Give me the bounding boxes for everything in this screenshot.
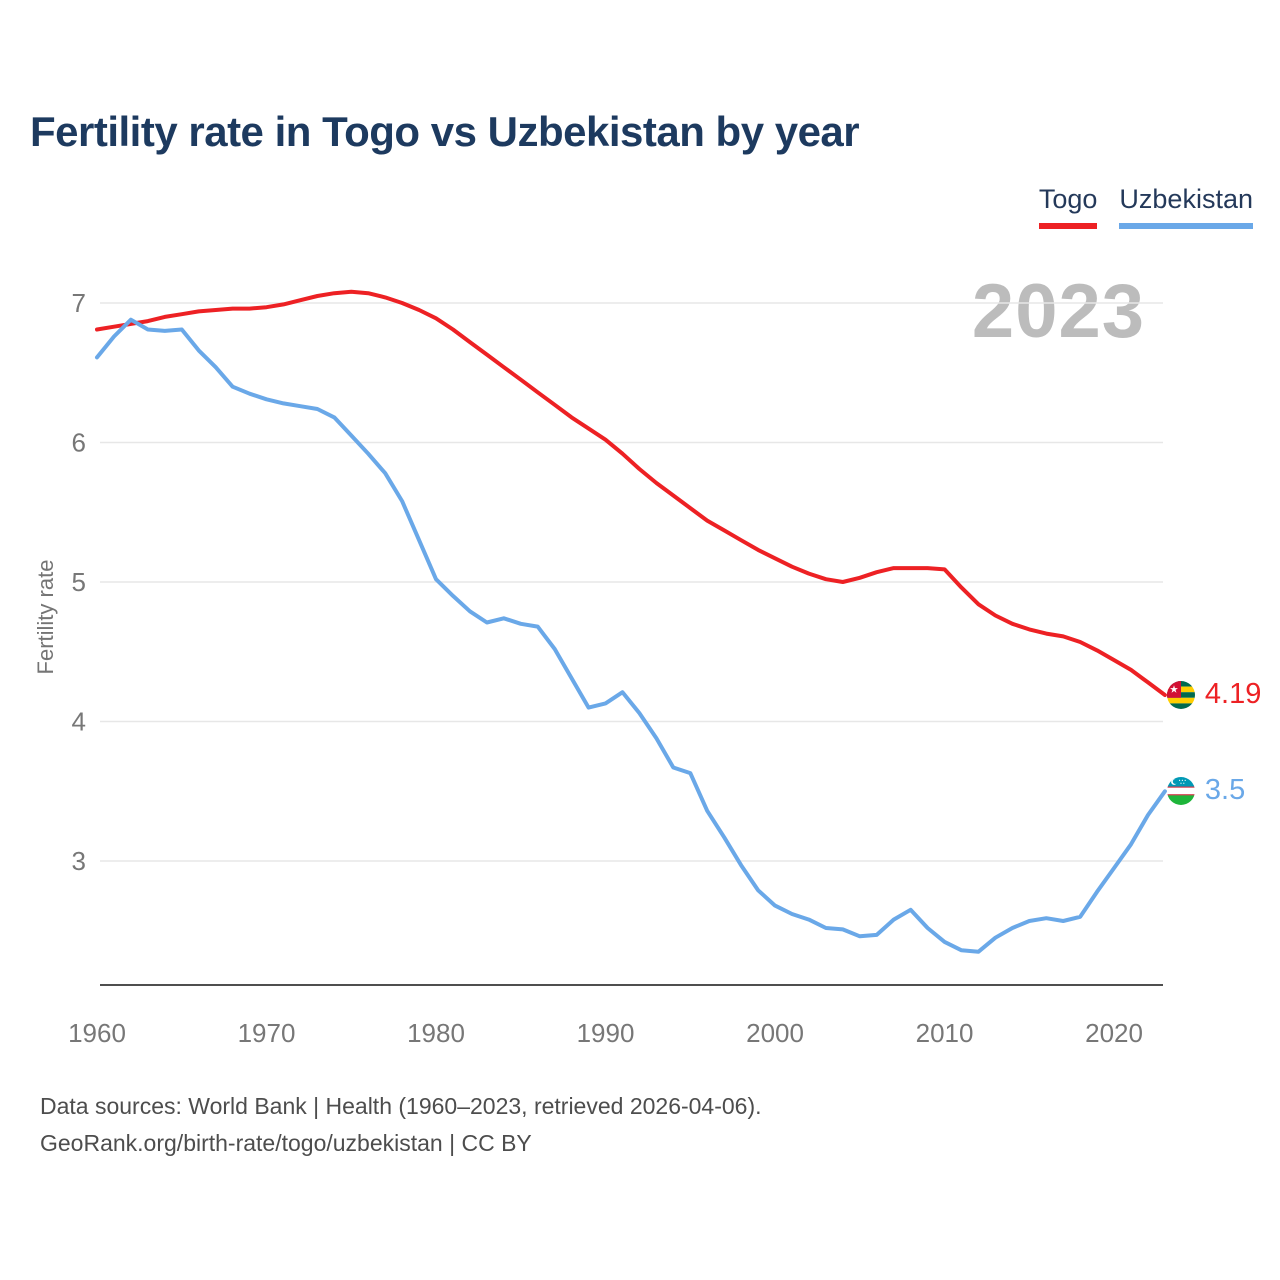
data-source-note: Data sources: World Bank | Health (1960–… (40, 1088, 762, 1162)
svg-text:1980: 1980 (407, 1018, 465, 1048)
svg-text:1990: 1990 (577, 1018, 635, 1048)
uzbekistan-flag-marker (1166, 777, 1195, 806)
svg-text:5: 5 (72, 567, 86, 597)
watermark-year: 2023 (971, 269, 1145, 354)
legend: Togo Uzbekistan (1038, 184, 1253, 229)
svg-text:3: 3 (72, 846, 86, 876)
togo-end-value: 4.19 (1204, 677, 1262, 710)
svg-text:7: 7 (72, 288, 86, 318)
page-title: Fertility rate in Togo vs Uzbekistan by … (30, 108, 860, 155)
svg-text:2020: 2020 (1085, 1018, 1143, 1048)
data-source-line1: Data sources: World Bank | Health (1960–… (40, 1093, 762, 1119)
svg-text:6: 6 (72, 428, 86, 458)
legend-item-uzbekistan[interactable]: Uzbekistan (1119, 184, 1253, 229)
uzbekistan-flag-icon (1166, 777, 1195, 806)
svg-text:2000: 2000 (746, 1018, 804, 1048)
togo-flag-icon (1166, 680, 1195, 709)
svg-text:1970: 1970 (238, 1018, 296, 1048)
legend-label-uzbekistan: Uzbekistan (1119, 184, 1253, 214)
data-source-line2: GeoRank.org/birth-rate/togo/uzbekistan |… (40, 1130, 532, 1156)
svg-text:2010: 2010 (916, 1018, 974, 1048)
legend-item-togo[interactable]: Togo (1038, 184, 1098, 229)
svg-text:1960: 1960 (68, 1018, 126, 1048)
togo-flag-marker (1166, 680, 1195, 709)
svg-text:4: 4 (72, 707, 86, 737)
uzbekistan-end-value: 3.5 (1204, 774, 1246, 807)
legend-label-togo: Togo (1038, 184, 1098, 214)
